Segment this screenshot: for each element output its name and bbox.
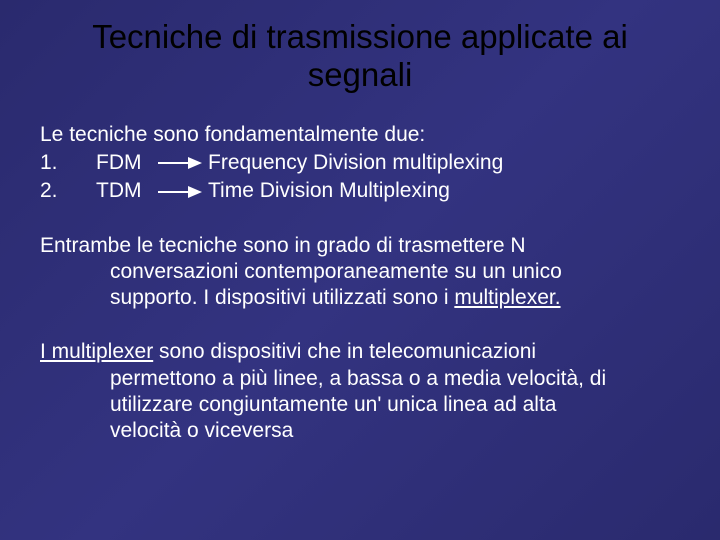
list-number: 1. (40, 150, 96, 176)
list-number: 2. (40, 178, 96, 204)
underlined-term: I multiplexer (40, 340, 153, 363)
arrow-icon (158, 185, 208, 199)
para-line: supporto. I dispositivi utilizzati sono … (40, 285, 680, 311)
underlined-term: multiplexer. (454, 286, 560, 309)
para-line: Entrambe le tecniche sono in grado di tr… (40, 233, 680, 259)
paragraph-2: I multiplexer sono dispositivi che in te… (40, 339, 680, 444)
list-abbr: TDM (96, 178, 158, 204)
slide-body: Le tecniche sono fondamentalmente due: 1… (40, 122, 680, 445)
intro-line: Le tecniche sono fondamentalmente due: (40, 122, 680, 148)
para-line: permettono a più linee, a bassa o a medi… (40, 366, 680, 392)
list-abbr: FDM (96, 150, 158, 176)
para-line: utilizzare congiuntamente un' unica line… (40, 392, 680, 418)
list-item: 2. TDM Time Division Multiplexing (40, 178, 680, 204)
arrow-icon (158, 156, 208, 170)
paragraph-1: Entrambe le tecniche sono in grado di tr… (40, 233, 680, 312)
list-expansion: Frequency Division multiplexing (208, 150, 680, 176)
slide-container: Tecniche di trasmissione applicate ai se… (0, 0, 720, 464)
list-item: 1. FDM Frequency Division multiplexing (40, 150, 680, 176)
para-line: velocità o viceversa (40, 418, 680, 444)
list-expansion: Time Division Multiplexing (208, 178, 680, 204)
para-line: I multiplexer sono dispositivi che in te… (40, 339, 680, 365)
para-line: conversazioni contemporaneamente su un u… (40, 259, 680, 285)
para-text: supporto. I dispositivi utilizzati sono … (110, 286, 454, 309)
para-text: sono dispositivi che in telecomunicazion… (153, 340, 536, 363)
slide-title: Tecniche di trasmissione applicate ai se… (40, 18, 680, 94)
